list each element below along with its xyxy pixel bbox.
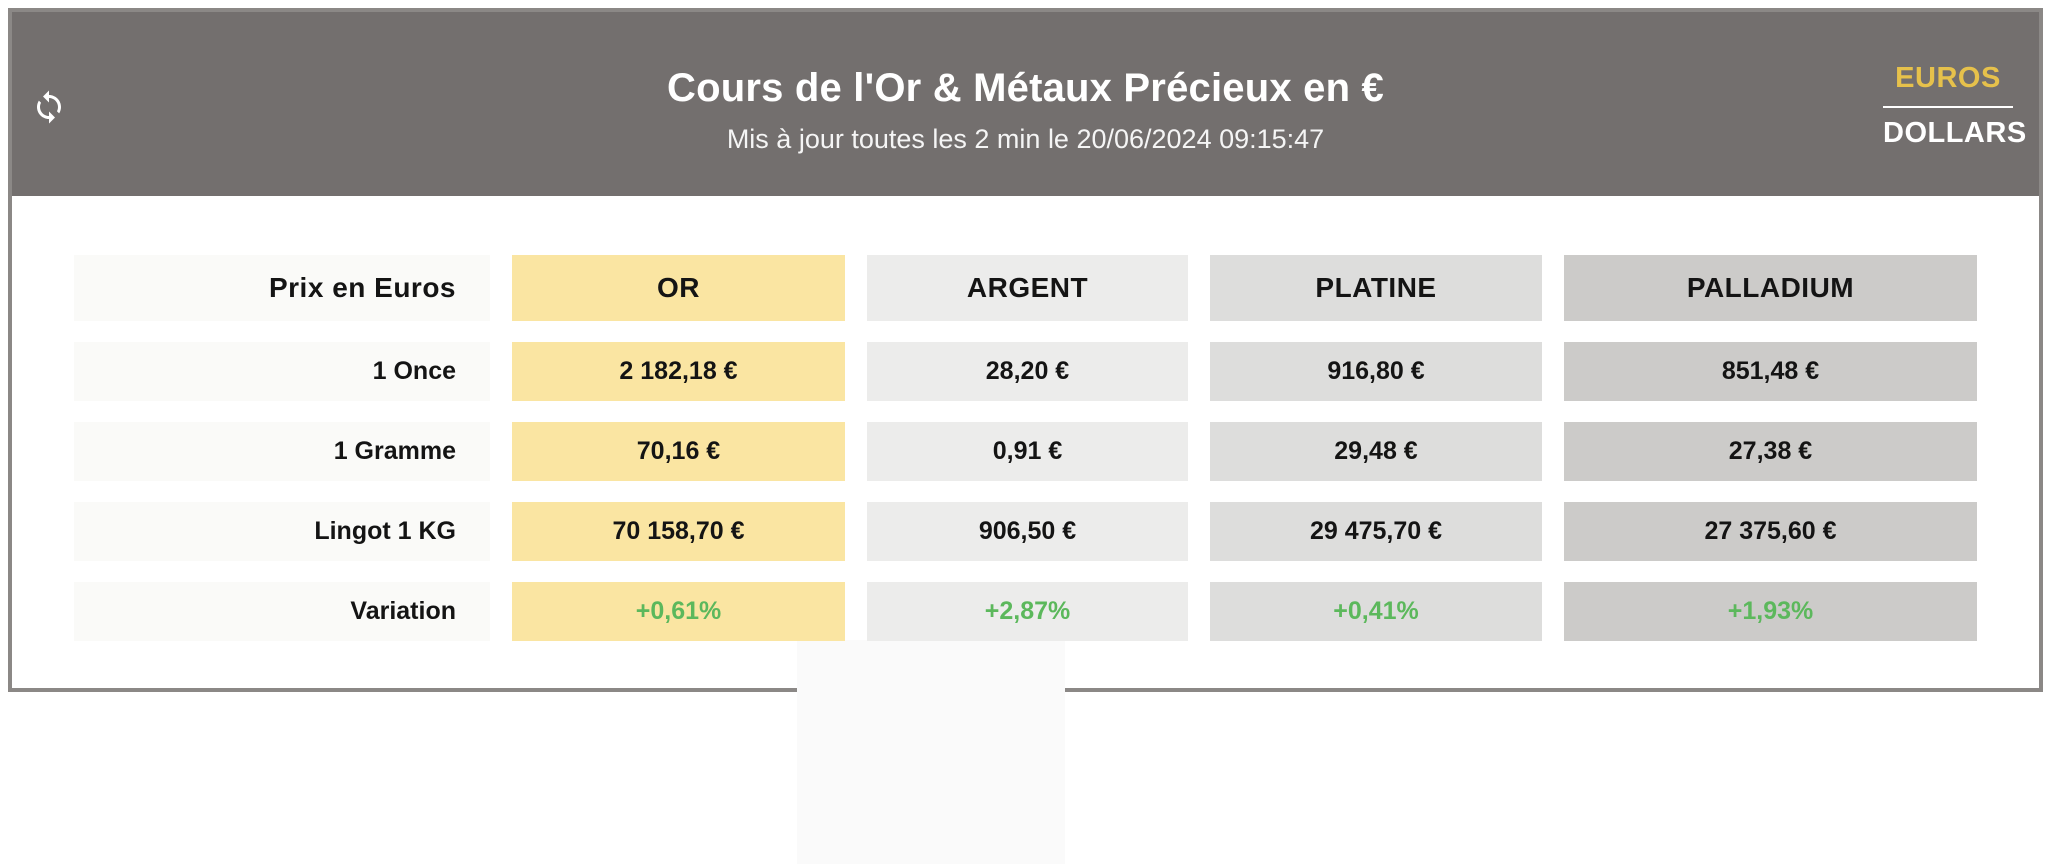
precious-metals-price-table: Prix en Euros OR ARGENT PLATINE PALLADIU… [74,255,1977,641]
price-cell-palladium-gramme: 27,38 € [1564,422,1977,481]
column-header-or: OR [512,255,845,321]
variation-cell-argent: +2,87% [867,582,1188,641]
page-title: Cours de l'Or & Métaux Précieux en € [667,66,1384,110]
refresh-button[interactable] [30,88,68,126]
widget-body: Prix en Euros OR ARGENT PLATINE PALLADIU… [12,196,2039,864]
price-cell-or-once: 2 182,18 € [512,342,845,401]
update-status-text: Mis à jour toutes les 2 min le 20/06/202… [726,124,1325,154]
row-label-variation: Variation [74,582,490,641]
variation-cell-palladium: +1,93% [1564,582,1977,641]
price-cell-argent-gramme: 0,91 € [867,422,1188,481]
currency-option-euros[interactable]: EUROS [1883,62,2013,95]
currency-toggle: EUROS DOLLARS [1883,62,2027,150]
price-cell-argent-lingot: 906,50 € [867,502,1188,561]
currency-toggle-divider [1883,106,2013,108]
column-header-palladium: PALLADIUM [1564,255,1977,321]
refresh-icon [31,89,67,125]
price-cell-or-lingot: 70 158,70 € [512,502,845,561]
row-label-once: 1 Once [74,342,490,401]
column-header-platine: PLATINE [1210,255,1542,321]
price-cell-platine-lingot: 29 475,70 € [1210,502,1542,561]
row-label-header-cell: Prix en Euros [74,255,490,321]
price-cell-platine-gramme: 29,48 € [1210,422,1542,481]
header-titles: Cours de l'Or & Métaux Précieux en € Mis… [12,12,2039,155]
variation-cell-platine: +0,41% [1210,582,1542,641]
price-cell-palladium-once: 851,48 € [1564,342,1977,401]
currency-option-dollars[interactable]: DOLLARS [1883,117,2027,149]
row-label-gramme: 1 Gramme [74,422,490,481]
price-cell-argent-once: 28,20 € [867,342,1188,401]
price-cell-or-gramme: 70,16 € [512,422,845,481]
row-label-lingot: Lingot 1 KG [74,502,490,561]
price-cell-palladium-lingot: 27 375,60 € [1564,502,1977,561]
background-artifact [797,640,1065,864]
gold-price-widget: Cours de l'Or & Métaux Précieux en € Mis… [8,8,2043,864]
price-cell-platine-once: 916,80 € [1210,342,1542,401]
column-header-argent: ARGENT [867,255,1188,321]
widget-header: Cours de l'Or & Métaux Précieux en € Mis… [12,12,2039,196]
variation-cell-or: +0,61% [512,582,845,641]
